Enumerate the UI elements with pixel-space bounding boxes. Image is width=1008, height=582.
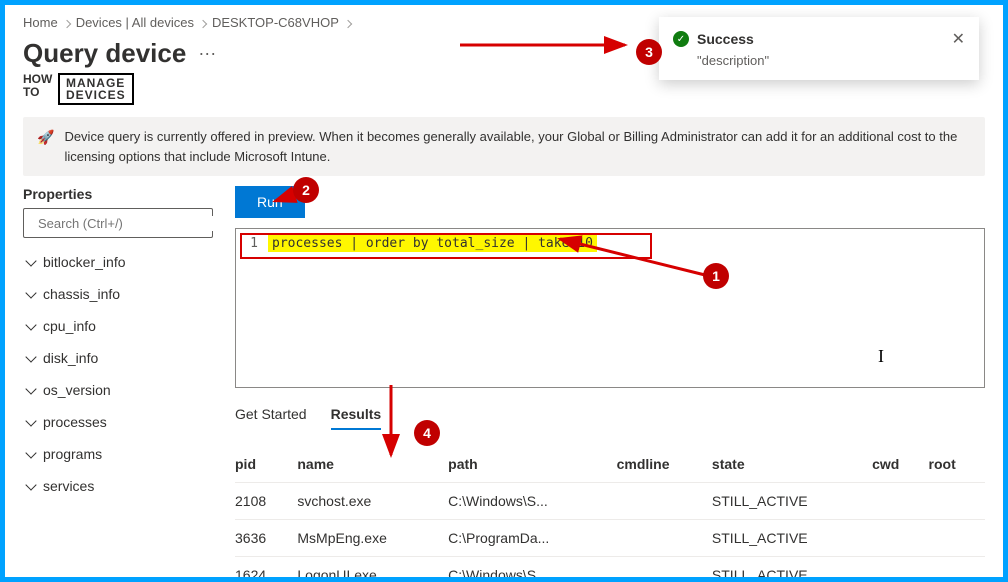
sidebar-item-label: services — [43, 478, 94, 494]
sidebar-item-processes[interactable]: processes — [23, 406, 213, 438]
chevron-down-icon — [25, 351, 36, 362]
sidebar-item-services[interactable]: services — [23, 470, 213, 502]
sidebar-item-label: chassis_info — [43, 286, 120, 302]
sidebar-item-label: processes — [43, 414, 107, 430]
column-header-pid[interactable]: pid — [235, 448, 297, 483]
rocket-icon: 🚀 — [37, 127, 54, 166]
cell-state: STILL_ACTIVE — [712, 483, 872, 520]
chevron-down-icon — [25, 447, 36, 458]
editor-code[interactable]: processes | order by total_size | take 1… — [268, 235, 597, 252]
cell-pid: 2108 — [235, 483, 297, 520]
chevron-right-icon — [64, 15, 70, 30]
annotation-callout-3: 3 — [636, 39, 662, 65]
more-actions-button[interactable]: ··· — [198, 43, 216, 64]
sidebar-item-bitlocker-info[interactable]: bitlocker_info — [23, 246, 213, 278]
sidebar-item-disk-info[interactable]: disk_info — [23, 342, 213, 374]
cell-path: C:\Windows\S... — [448, 483, 616, 520]
chevron-down-icon — [25, 287, 36, 298]
close-icon[interactable]: ✕ — [952, 29, 965, 49]
breadcrumb-home[interactable]: Home — [23, 15, 58, 30]
preview-banner: 🚀 Device query is currently offered in p… — [23, 117, 985, 176]
cell-pid: 1624 — [235, 557, 297, 578]
cell-cmdline — [617, 483, 712, 520]
query-editor[interactable]: 1 processes | order by total_size | take… — [235, 228, 985, 388]
cell-cmdline — [617, 520, 712, 557]
cell-root — [929, 483, 985, 520]
tab-get-started[interactable]: Get Started — [235, 406, 307, 430]
annotation-callout-1: 1 — [703, 263, 729, 289]
column-header-state[interactable]: state — [712, 448, 872, 483]
column-header-path[interactable]: path — [448, 448, 616, 483]
properties-title: Properties — [23, 186, 213, 202]
text-cursor-icon: I — [878, 346, 884, 367]
cell-path: C:\Windows\S... — [448, 557, 616, 578]
result-tabs: Get Started Results — [235, 406, 985, 430]
search-input[interactable] — [38, 216, 214, 231]
cell-name: svchost.exe — [297, 483, 448, 520]
success-icon: ✓ — [673, 31, 689, 47]
cell-root — [929, 520, 985, 557]
cell-root — [929, 557, 985, 578]
cell-path: C:\ProgramDa... — [448, 520, 616, 557]
chevron-down-icon — [25, 383, 36, 394]
sidebar-item-label: disk_info — [43, 350, 98, 366]
sidebar-item-cpu-info[interactable]: cpu_info — [23, 310, 213, 342]
column-header-name[interactable]: name — [297, 448, 448, 483]
cell-state: STILL_ACTIVE — [712, 557, 872, 578]
chevron-right-icon — [345, 15, 351, 30]
table-row[interactable]: 3636MsMpEng.exeC:\ProgramDa... STILL_ACTI… — [235, 520, 985, 557]
toast-description: "description" — [673, 53, 965, 68]
preview-banner-text: Device query is currently offered in pre… — [64, 127, 971, 166]
sidebar-item-label: os_version — [43, 382, 111, 398]
search-input-wrapper[interactable] — [23, 208, 213, 238]
properties-panel: Properties bitlocker_info chassis_infocpu… — [23, 186, 213, 577]
sidebar-item-programs[interactable]: programs — [23, 438, 213, 470]
sidebar-item-label: cpu_info — [43, 318, 96, 334]
chevron-down-icon — [25, 415, 36, 426]
results-table: pidnamepathcmdlinestatecwdroot 2108svcho… — [235, 448, 985, 577]
sidebar-item-os-version[interactable]: os_version — [23, 374, 213, 406]
column-header-root[interactable]: root — [929, 448, 985, 483]
chevron-down-icon — [25, 319, 36, 330]
toast-title: Success — [697, 31, 754, 47]
tab-results[interactable]: Results — [331, 406, 382, 430]
cell-name: MsMpEng.exe — [297, 520, 448, 557]
breadcrumb-devices[interactable]: Devices | All devices — [76, 15, 194, 30]
cell-cwd — [872, 483, 928, 520]
sidebar-item-chassis-info[interactable]: chassis_info — [23, 278, 213, 310]
table-row[interactable]: 1624LogonUI.exeC:\Windows\S... STILL_ACTI… — [235, 557, 985, 578]
chevron-right-icon — [200, 15, 206, 30]
column-header-cmdline[interactable]: cmdline — [617, 448, 712, 483]
chevron-down-icon — [25, 479, 36, 490]
cell-name: LogonUI.exe — [297, 557, 448, 578]
success-toast: ✓ Success ✕ "description" — [659, 17, 979, 80]
annotation-callout-2: 2 — [293, 177, 319, 203]
editor-line-number: 1 — [244, 236, 268, 251]
chevron-down-icon — [25, 255, 36, 266]
table-row[interactable]: 2108svchost.exeC:\Windows\S... STILL_ACTI… — [235, 483, 985, 520]
site-logo: HOW TO MANAGE DEVICES — [23, 73, 134, 105]
sidebar-item-label: programs — [43, 446, 102, 462]
cell-cwd — [872, 557, 928, 578]
cell-state: STILL_ACTIVE — [712, 520, 872, 557]
breadcrumb-device-name[interactable]: DESKTOP-C68VHOP — [212, 15, 339, 30]
cell-cwd — [872, 520, 928, 557]
annotation-callout-4: 4 — [414, 420, 440, 446]
cell-pid: 3636 — [235, 520, 297, 557]
page-title: Query device — [23, 38, 186, 69]
column-header-cwd[interactable]: cwd — [872, 448, 928, 483]
sidebar-item-label: bitlocker_info — [43, 254, 126, 270]
cell-cmdline — [617, 557, 712, 578]
